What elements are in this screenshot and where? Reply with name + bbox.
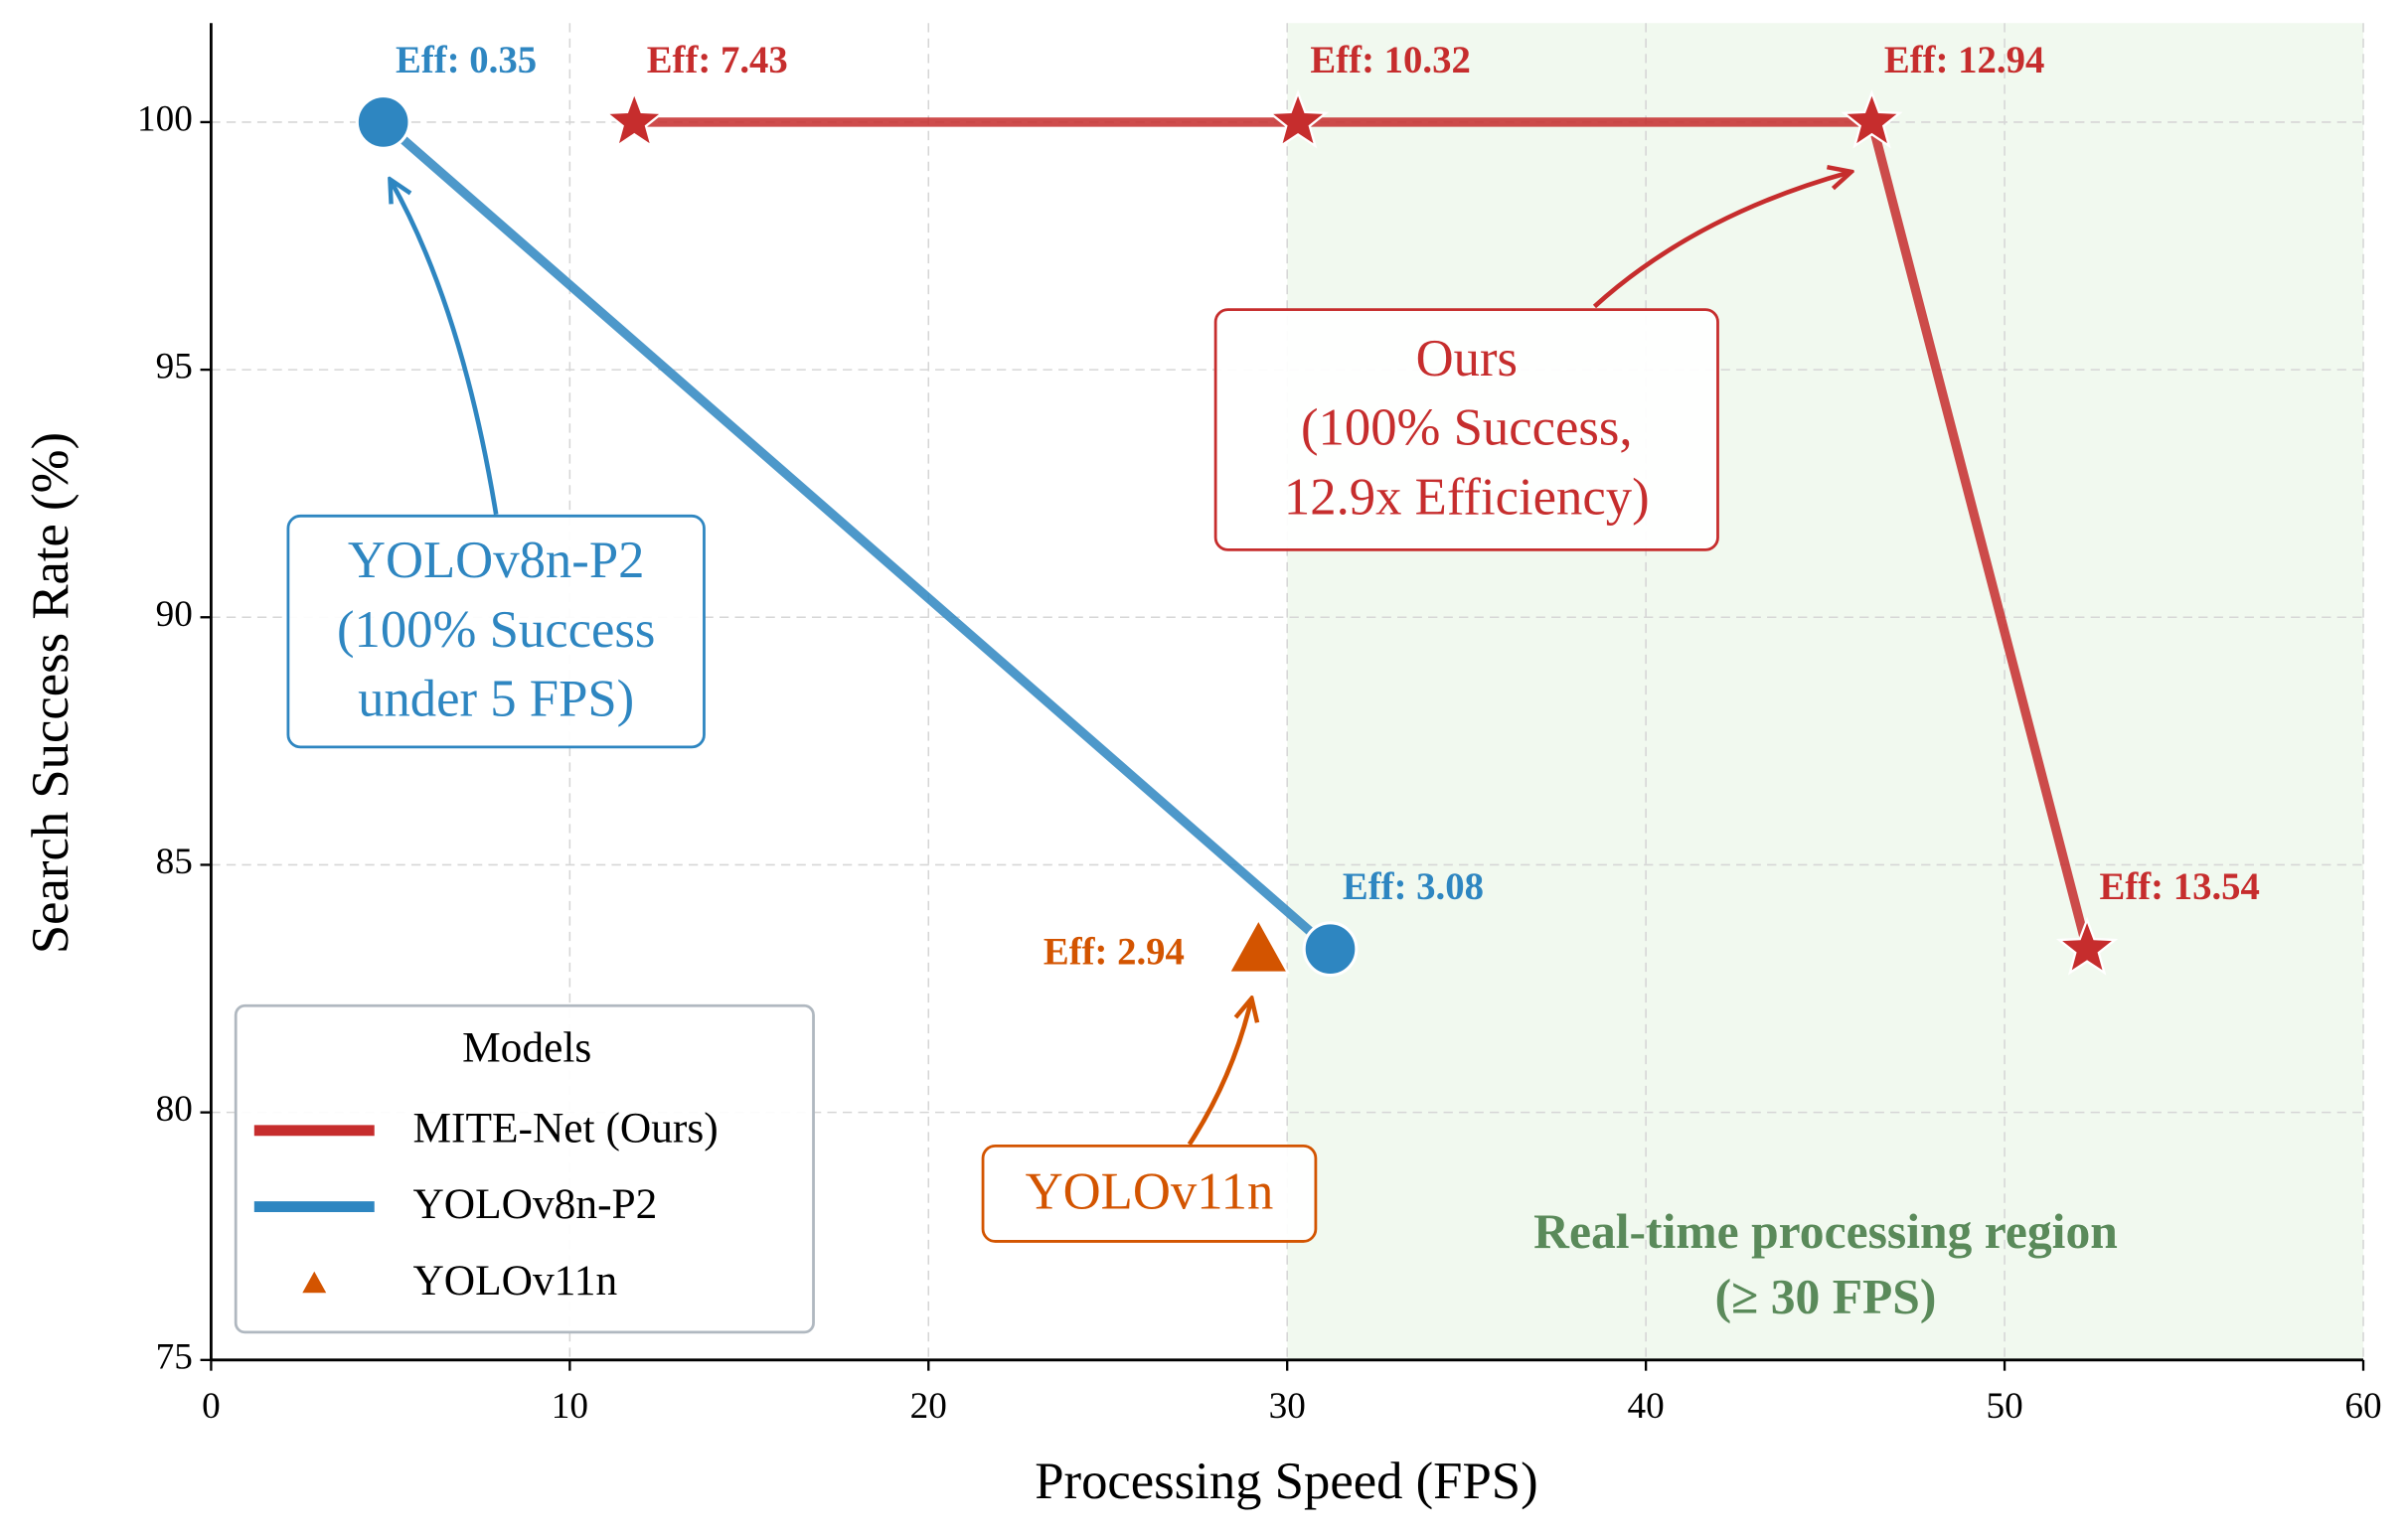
legend-swatch [298, 1266, 331, 1296]
annotation-box [286, 514, 706, 749]
star-marker [2055, 916, 2119, 976]
y-tick-label: 90 [156, 594, 193, 635]
y-tick-label: 85 [156, 842, 193, 882]
x-tick-label: 20 [910, 1386, 947, 1427]
legend-label: YOLOv11n [412, 1257, 617, 1305]
legend-label: YOLOv8n-P2 [412, 1180, 657, 1228]
efficiency-label: Eff: 0.35 [396, 39, 537, 81]
series-line [634, 117, 2092, 951]
annotation-arrow [1592, 173, 1848, 309]
annotation-text: YOLOv11n [1026, 1163, 1274, 1221]
x-tick-label: 10 [552, 1386, 588, 1427]
legend-title: Models [462, 1024, 591, 1072]
x-tick-label: 30 [1269, 1386, 1306, 1427]
efficiency-label: Eff: 3.08 [1343, 865, 1484, 908]
efficiency-label: Eff: 13.54 [2099, 865, 2259, 908]
annotation-text: YOLOv8n-P2 [348, 532, 645, 589]
efficiency-label: Eff: 12.94 [1884, 39, 2044, 81]
region-label: (≥ 30 FPS) [1715, 1269, 1937, 1323]
y-tick-label: 80 [156, 1089, 193, 1130]
legend-box [234, 1003, 815, 1334]
x-tick-label: 60 [2344, 1386, 2381, 1427]
annotation-arrow [392, 182, 499, 516]
star-marker [1841, 89, 1903, 149]
y-axis-label: Search Success Rate (%) [22, 432, 80, 954]
y-tick-label: 75 [156, 1336, 193, 1377]
annotation-box [981, 1144, 1318, 1243]
annotation-text: under 5 FPS) [358, 671, 634, 728]
annotation-text: (100% Success [337, 601, 655, 659]
y-tick-label: 95 [156, 347, 193, 387]
series-line [380, 118, 1334, 953]
star-marker [1266, 89, 1330, 149]
region-label: Real-time processing region [1533, 1204, 2118, 1259]
x-tick-label: 50 [1986, 1386, 2022, 1427]
efficiency-label: Eff: 2.94 [1043, 930, 1185, 973]
annotation-arrow [1187, 1001, 1251, 1147]
y-tick-label: 100 [137, 98, 193, 139]
x-tick-label: 0 [202, 1386, 221, 1427]
realtime-region [1287, 23, 2364, 1360]
legend-label: MITE-Net (Ours) [412, 1104, 718, 1152]
x-tick-label: 40 [1628, 1386, 1665, 1427]
star-marker [603, 89, 666, 149]
efficiency-label: Eff: 10.32 [1310, 39, 1470, 81]
efficiency-label: Eff: 7.43 [647, 39, 788, 81]
annotation-text: Ours [1416, 330, 1518, 387]
annotation-text: (100% Success, [1301, 399, 1633, 457]
annotation-box [1213, 308, 1719, 551]
x-axis-label: Processing Speed (FPS) [1035, 1453, 1537, 1510]
circle-marker [1302, 921, 1359, 978]
circle-marker [355, 94, 411, 150]
annotation-text: 12.9x Efficiency) [1284, 468, 1650, 526]
triangle-marker [1226, 917, 1290, 974]
